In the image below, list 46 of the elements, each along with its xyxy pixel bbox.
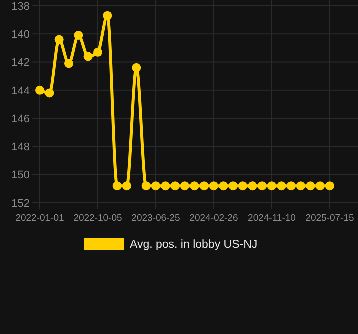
point [132, 63, 142, 72]
point [238, 182, 248, 191]
point [180, 182, 190, 191]
x-tick-label: 2023-06-25 [132, 213, 180, 224]
point [103, 11, 112, 20]
point [94, 48, 102, 57]
point [268, 182, 276, 191]
point [64, 59, 74, 68]
y-tick-label: 140 [12, 28, 30, 41]
point [248, 182, 258, 191]
y-tick-label: 146 [12, 113, 30, 126]
legend-label: Avg. pos. in lobby US-NJ [130, 239, 258, 252]
y-tick-label: 144 [12, 85, 30, 98]
point [296, 182, 306, 191]
y-tick-label: 150 [12, 170, 30, 182]
point [219, 182, 228, 191]
x-tick-label: 2024-11-10 [248, 213, 296, 224]
y-tick-label: 138 [12, 0, 30, 13]
point [74, 31, 84, 40]
x-tick-label: 2024-02-26 [190, 213, 238, 224]
x-tick-label: 2025-07-15 [306, 213, 354, 224]
point [142, 182, 151, 191]
point [122, 182, 132, 191]
y-tick-label: 148 [12, 142, 30, 154]
x-tick-label: 2022-01-01 [16, 213, 64, 224]
point [84, 52, 93, 62]
point [210, 182, 218, 191]
point [228, 182, 238, 191]
point [36, 86, 44, 95]
point [306, 182, 316, 191]
point [45, 88, 54, 98]
point [152, 182, 160, 191]
point [54, 35, 64, 44]
point [200, 182, 209, 191]
point [161, 182, 170, 191]
point [190, 182, 200, 191]
point [286, 182, 296, 191]
y-tick-label: 142 [12, 57, 30, 70]
point [258, 182, 267, 191]
x-tick-label: 2022-10-05 [74, 213, 122, 224]
y-tick-label: 152 [12, 198, 30, 210]
point [326, 182, 334, 191]
point [316, 182, 325, 191]
point [112, 182, 122, 191]
point [277, 182, 286, 191]
point [170, 182, 180, 191]
